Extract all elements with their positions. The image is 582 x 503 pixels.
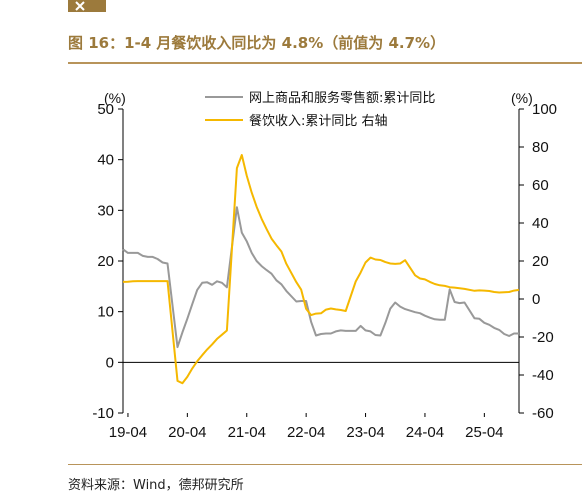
footer-divider [68,464,582,465]
title-divider [68,62,582,64]
left-tick-label: -10 [92,405,114,422]
series-line-online-retail [122,206,519,349]
x-tick-label: 21-04 [228,424,266,441]
right-tick-label: 0 [532,291,540,308]
legend-label-catering: 餐饮收入:累计同比 右轴 [249,113,388,129]
x-tick-label: 19-04 [109,424,147,441]
left-tick-label: 0 [106,354,114,371]
right-tick-label: 40 [532,215,549,232]
legend-label-online-retail: 网上商品和服务零售额:累计同比 [249,90,435,106]
source-note: 资料来源：Wind，德邦研究所 [68,478,244,493]
left-tick-label: 20 [97,253,114,270]
right-tick-label: -60 [532,405,554,422]
x-tick-label: 22-04 [287,424,325,441]
x-tick-label: 25-04 [465,424,503,441]
x-tick-label: 24-04 [406,424,444,441]
right-tick-label: 80 [532,139,549,156]
right-tick-label: -20 [532,329,554,346]
x-tick-label: 23-04 [346,424,384,441]
right-tick-label: 100 [532,101,557,118]
figure-title: 图 16：1-4 月餐饮收入同比为 4.8%（前值为 4.7%） [68,34,446,52]
right-tick-label: 20 [532,253,549,270]
series-line-catering [122,154,520,385]
right-axis-unit: (%) [511,90,533,106]
left-tick-label: 30 [97,202,114,219]
right-tick-label: -40 [532,367,554,384]
left-tick-label: 50 [97,101,114,118]
x-tick-label: 20-04 [168,424,206,441]
left-tick-label: 40 [97,152,114,169]
left-tick-label: 10 [97,304,114,321]
left-axis-unit: (%) [104,90,126,106]
brand-logo-icon [68,0,106,12]
right-tick-label: 60 [532,177,549,194]
